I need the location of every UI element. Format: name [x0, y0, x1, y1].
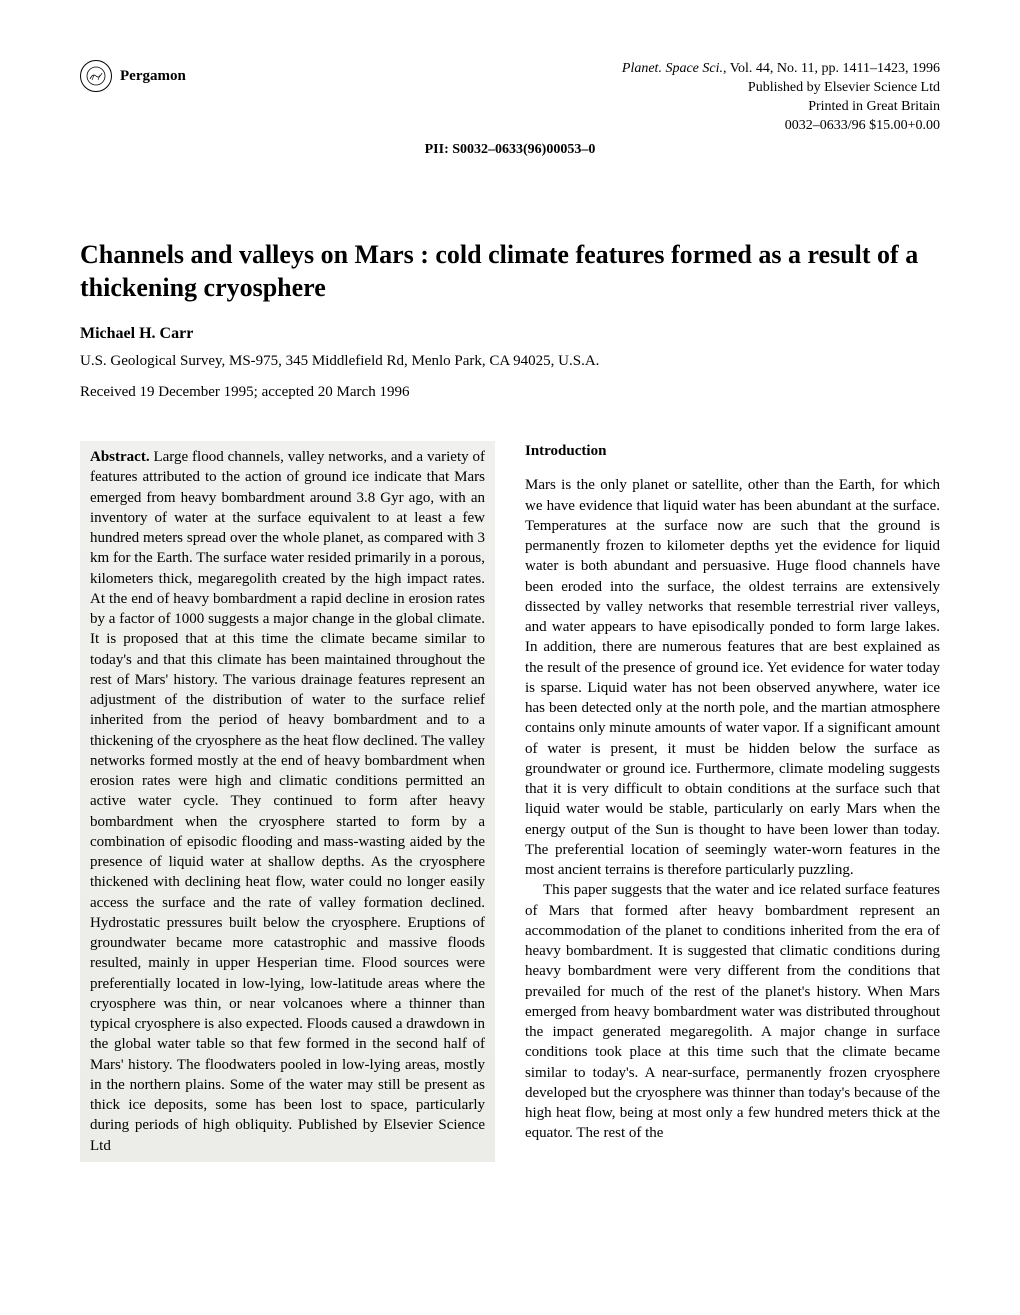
citation-line-2: Published by Elsevier Science Ltd [622, 79, 940, 98]
intro-heading: Introduction [525, 441, 940, 461]
citation-line-4: 0032–0633/96 $15.00+0.00 [622, 117, 940, 136]
article-title: Channels and valleys on Mars : cold clim… [80, 238, 940, 306]
abstract-body: Large flood channels, valley networks, a… [90, 449, 485, 1154]
pii-identifier: PII: S0032–0633(96)00053–0 [80, 142, 940, 158]
abstract-label: Abstract. [90, 449, 150, 465]
publisher-name: Pergamon [120, 68, 186, 85]
citation-block: Planet. Space Sci., Vol. 44, No. 11, pp.… [622, 60, 940, 136]
intro-paragraph-1: Mars is the only planet or satellite, ot… [525, 475, 940, 880]
article-dates: Received 19 December 1995; accepted 20 M… [80, 384, 940, 401]
author-affiliation: U.S. Geological Survey, MS-975, 345 Midd… [80, 353, 940, 370]
author-name: Michael H. Carr [80, 325, 940, 343]
pergamon-logo-icon [80, 60, 112, 92]
citation-vol: , Vol. 44, No. 11, pp. 1411–1423, 1996 [723, 61, 940, 76]
citation-line-3: Printed in Great Britain [622, 98, 940, 117]
page-header: Pergamon Planet. Space Sci., Vol. 44, No… [80, 60, 940, 136]
intro-paragraph-2: This paper suggests that the water and i… [525, 880, 940, 1143]
left-column: Abstract. Large flood channels, valley n… [80, 441, 495, 1162]
right-column: Introduction Mars is the only planet or … [525, 441, 940, 1144]
abstract-box: Abstract. Large flood channels, valley n… [80, 441, 495, 1162]
content-columns: Abstract. Large flood channels, valley n… [80, 441, 940, 1162]
publisher-block: Pergamon [80, 60, 186, 92]
journal-name: Planet. Space Sci. [622, 61, 723, 76]
